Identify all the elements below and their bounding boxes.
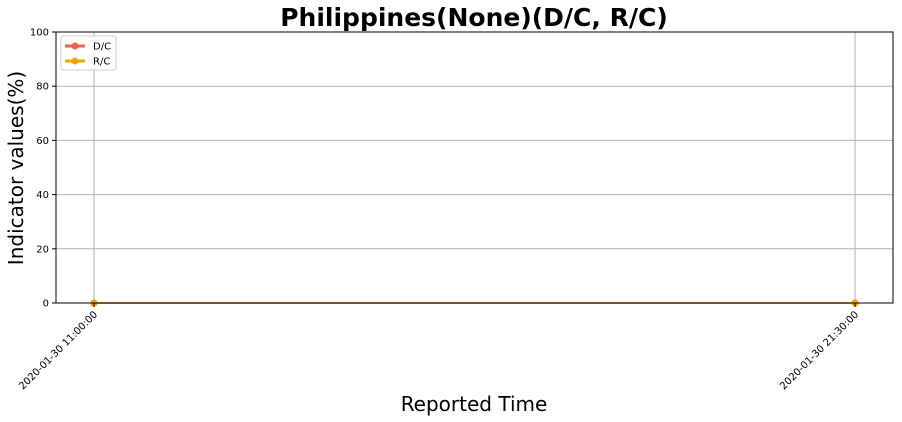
legend-label: R/C [93,57,110,68]
y-tick-label: 100 [30,28,49,39]
y-tick-label: 80 [36,82,49,93]
legend: D/C R/C [60,35,117,71]
y-axis-ticks: 0 20 40 60 80 100 [30,28,56,310]
legend-label: D/C [93,42,111,53]
y-tick-label: 60 [36,136,49,147]
chart-title: Philippines(None)(D/C, R/C) [280,3,668,32]
y-tick-label: 20 [36,244,49,255]
legend-swatch-marker [71,42,79,50]
y-axis-label: Indicator values(%) [4,71,28,265]
plot-frame [55,31,894,304]
x-tick-label: 2020-01-30 21:30:00 [778,309,861,392]
x-tick-label: 2020-01-30 11:00:00 [17,309,100,392]
y-tick-label: 40 [36,190,49,201]
y-tick-label: 0 [43,299,49,310]
grid [56,31,893,304]
x-axis-label: Reported Time [401,392,548,416]
x-axis-ticks: 2020-01-30 11:00:00 2020-01-30 21:30:00 [17,303,861,392]
legend-swatch-marker [71,57,79,65]
